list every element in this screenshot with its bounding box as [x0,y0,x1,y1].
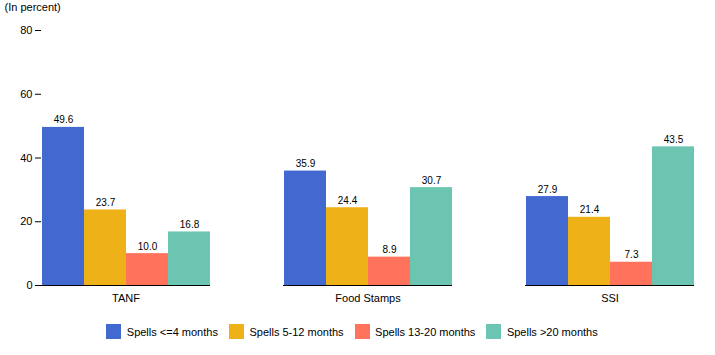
svg-text:80: 80 [20,24,32,36]
svg-text:23.7: 23.7 [96,197,116,208]
svg-text:Food Stamps: Food Stamps [335,292,401,304]
html-text:Spells <=4 months: Spells <=4 months [126,325,218,338]
svg-text:7.3: 7.3 [625,249,639,260]
svg-text:TANF: TANF [112,292,140,304]
svg-text:40: 40 [20,152,32,164]
svg-text:10.0: 10.0 [138,241,158,252]
svg-text:8.9: 8.9 [383,244,397,255]
svg-text:43.5: 43.5 [664,134,684,145]
svg-text:35.9: 35.9 [296,158,316,169]
svg-text:49.6: 49.6 [54,114,74,125]
svg-text:0: 0 [26,279,32,291]
svg-text:27.9: 27.9 [538,184,558,195]
svg-text:21.4: 21.4 [580,204,600,215]
svg-text:SSI: SSI [601,292,619,304]
svg-text:(In percent): (In percent) [5,1,61,13]
html-text:Spells 5-12 months: Spells 5-12 months [249,325,344,338]
html-text:Spells 13-20 months: Spells 13-20 months [375,325,476,338]
svg-text:60: 60 [20,88,32,100]
svg-text:30.7: 30.7 [422,175,442,186]
svg-text:20: 20 [20,215,32,227]
svg-text:16.8: 16.8 [180,219,200,230]
svg-text:24.4: 24.4 [338,195,358,206]
html-text:Spells >20 months: Spells >20 months [506,325,598,338]
